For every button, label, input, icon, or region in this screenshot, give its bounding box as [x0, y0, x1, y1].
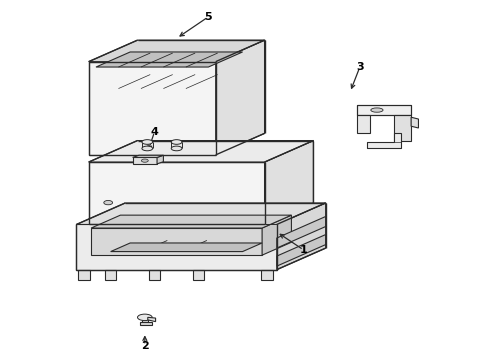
Polygon shape: [78, 270, 90, 280]
Polygon shape: [216, 40, 265, 155]
Polygon shape: [394, 116, 411, 140]
Polygon shape: [357, 105, 411, 116]
Polygon shape: [76, 203, 326, 225]
Polygon shape: [265, 140, 314, 225]
Polygon shape: [411, 117, 418, 128]
Ellipse shape: [142, 159, 148, 162]
Polygon shape: [142, 318, 148, 321]
Ellipse shape: [138, 314, 152, 320]
Polygon shape: [140, 321, 152, 325]
Polygon shape: [89, 140, 314, 162]
Text: 4: 4: [150, 127, 159, 136]
Polygon shape: [367, 134, 401, 148]
Polygon shape: [133, 157, 157, 164]
Polygon shape: [111, 243, 262, 252]
Polygon shape: [357, 116, 369, 134]
Polygon shape: [261, 270, 273, 280]
Text: 1: 1: [300, 245, 308, 255]
Polygon shape: [96, 52, 243, 67]
Polygon shape: [91, 215, 292, 228]
Polygon shape: [89, 62, 216, 155]
Polygon shape: [277, 216, 326, 248]
Text: 2: 2: [141, 341, 148, 351]
Polygon shape: [89, 40, 265, 62]
Polygon shape: [193, 270, 204, 280]
Polygon shape: [91, 228, 262, 255]
Polygon shape: [76, 225, 277, 270]
Text: 5: 5: [204, 12, 212, 22]
Polygon shape: [133, 155, 163, 157]
Ellipse shape: [104, 201, 113, 205]
Polygon shape: [148, 318, 156, 321]
Polygon shape: [105, 270, 117, 280]
Polygon shape: [262, 215, 292, 255]
Text: 3: 3: [356, 62, 364, 72]
Polygon shape: [277, 235, 326, 266]
Polygon shape: [277, 203, 326, 270]
Ellipse shape: [171, 146, 182, 151]
Ellipse shape: [371, 108, 383, 112]
Polygon shape: [149, 270, 160, 280]
Polygon shape: [89, 162, 265, 225]
Polygon shape: [157, 155, 163, 164]
Ellipse shape: [171, 140, 182, 144]
Ellipse shape: [142, 146, 153, 151]
Ellipse shape: [142, 140, 153, 144]
